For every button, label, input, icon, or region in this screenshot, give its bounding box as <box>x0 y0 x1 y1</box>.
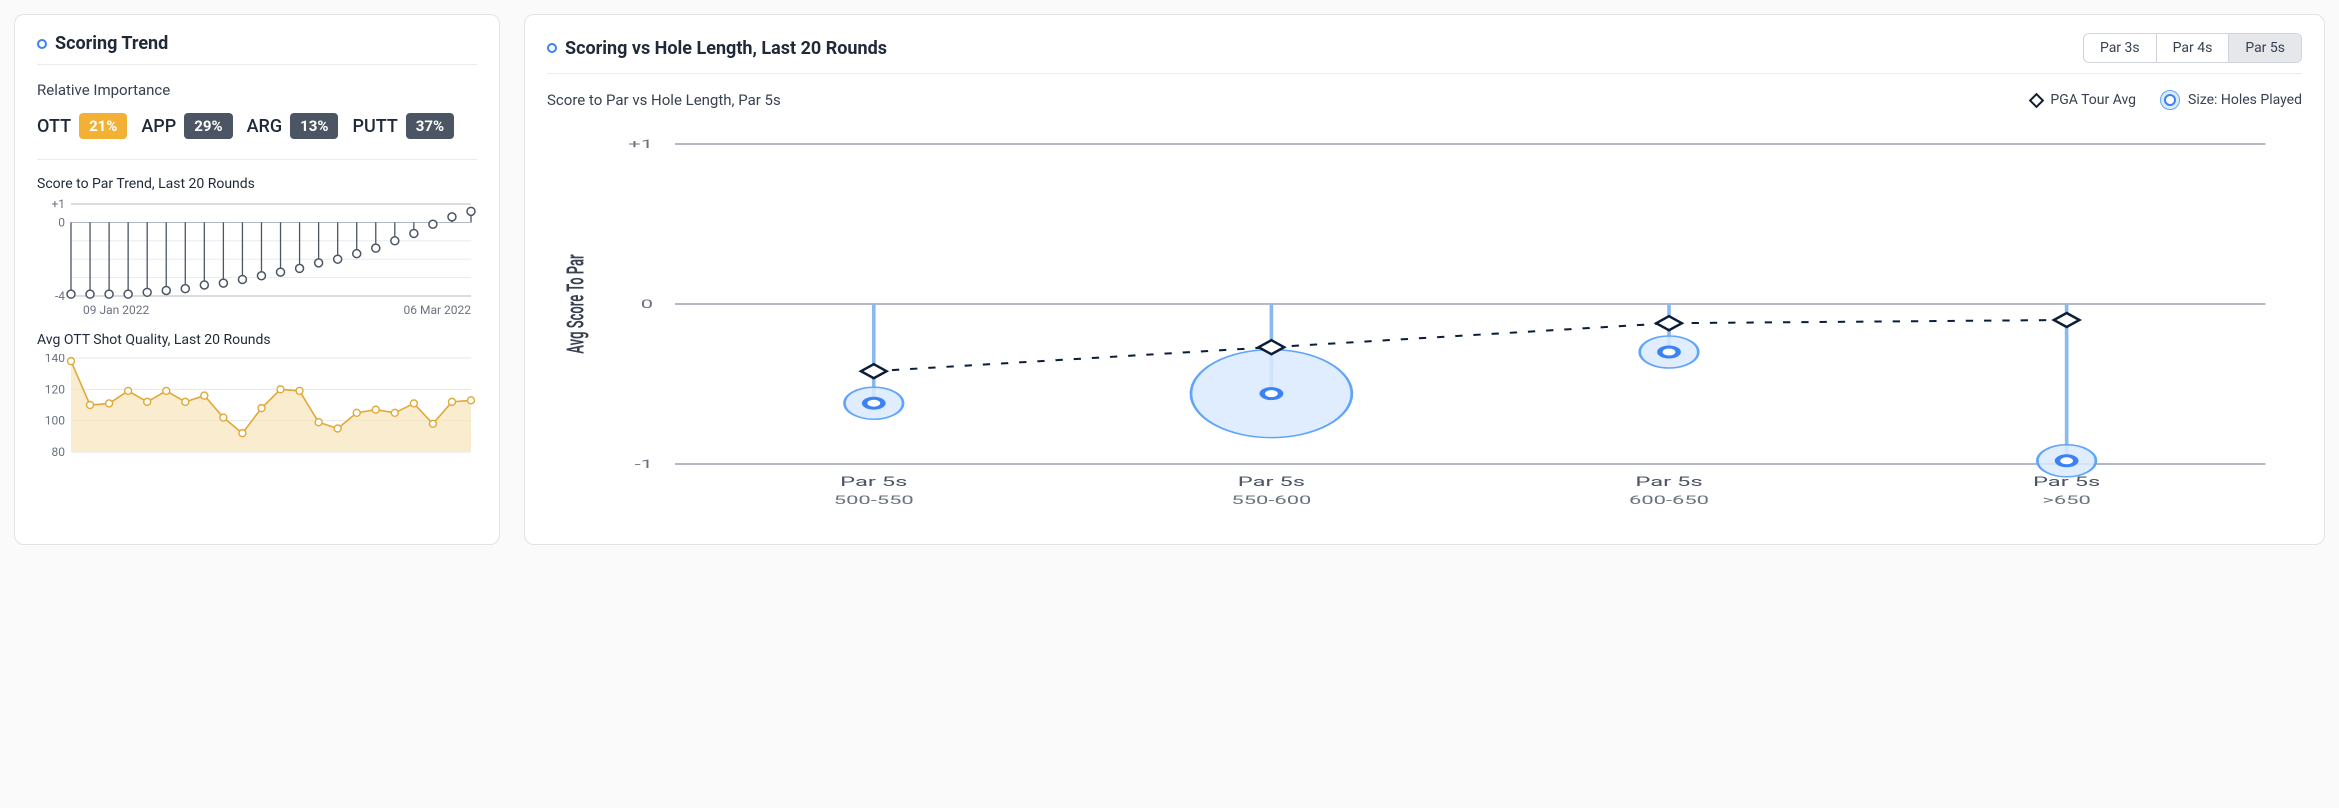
importance-item: PUTT 37% <box>352 113 454 139</box>
svg-text:06 Mar 2022: 06 Mar 2022 <box>404 303 472 317</box>
importance-badge: 29% <box>184 113 232 139</box>
bubble-icon <box>2160 90 2180 110</box>
scoring-vs-length-card: Scoring vs Hole Length, Last 20 Rounds P… <box>524 14 2325 545</box>
legend-items: PGA Tour Avg Size: Holes Played <box>2031 90 2302 110</box>
scoring-trend-card: Scoring Trend Relative Importance OTT 21%… <box>14 14 500 545</box>
importance-item: APP 29% <box>141 113 232 139</box>
svg-text:Par 5s: Par 5s <box>2033 474 2100 490</box>
divider <box>37 159 477 160</box>
svg-text:500-550: 500-550 <box>834 494 914 508</box>
svg-text:-4: -4 <box>55 289 65 303</box>
importance-badge: 21% <box>79 113 127 139</box>
svg-text:120: 120 <box>45 382 65 396</box>
svg-text:100: 100 <box>45 414 65 428</box>
card-header: Scoring Trend <box>37 33 477 54</box>
svg-text:09 Jan 2022: 09 Jan 2022 <box>83 303 149 317</box>
relative-importance-label: Relative Importance <box>37 81 477 99</box>
bullet-icon <box>547 43 557 53</box>
ott-trend-chart: 140 120 100 80 <box>37 354 477 464</box>
divider <box>547 73 2302 74</box>
importance-badge: 13% <box>290 113 338 139</box>
score-vs-length-chart: +1 0 -1 Avg Score To Par Par 5s 500-550 Par 5s… <box>547 124 2302 524</box>
svg-text:80: 80 <box>52 445 66 459</box>
importance-label: APP <box>141 116 176 137</box>
svg-text:+1: +1 <box>628 138 653 152</box>
ott-trend-title: Avg OTT Shot Quality, Last 20 Rounds <box>37 332 477 348</box>
card-header: Scoring vs Hole Length, Last 20 Rounds P… <box>547 33 2302 63</box>
svg-text:+1: +1 <box>51 198 65 211</box>
legend-row: Score to Par vs Hole Length, Par 5s PGA … <box>547 90 2302 110</box>
importance-label: PUTT <box>352 116 397 137</box>
card-title: Scoring Trend <box>55 33 168 54</box>
svg-text:>650: >650 <box>2042 494 2090 508</box>
svg-text:Par 5s: Par 5s <box>1238 474 1305 490</box>
svg-text:0: 0 <box>641 298 653 312</box>
dashboard: Scoring Trend Relative Importance OTT 21%… <box>14 14 2325 545</box>
tab-par-4s[interactable]: Par 4s <box>2157 34 2230 62</box>
diamond-icon <box>2029 92 2045 108</box>
importance-item: OTT 21% <box>37 113 127 139</box>
legend-label: Size: Holes Played <box>2188 92 2302 108</box>
par-tabs: Par 3sPar 4sPar 5s <box>2083 33 2302 63</box>
divider <box>37 64 477 65</box>
score-trend-chart: +1 0 -4 09 Jan 2022 06 Mar 2022 <box>37 198 477 318</box>
importance-label: OTT <box>37 116 71 137</box>
svg-text:-1: -1 <box>635 458 653 472</box>
importance-item: ARG 13% <box>247 113 339 139</box>
bullet-icon <box>37 39 47 49</box>
svg-text:140: 140 <box>45 354 65 365</box>
chart-subtitle: Score to Par vs Hole Length, Par 5s <box>547 91 781 109</box>
svg-text:0: 0 <box>58 215 65 229</box>
importance-label: ARG <box>247 116 283 137</box>
legend-size: Size: Holes Played <box>2160 90 2302 110</box>
svg-text:Par 5s: Par 5s <box>1635 474 1702 490</box>
score-trend-title: Score to Par Trend, Last 20 Rounds <box>37 176 477 192</box>
importance-badge: 37% <box>406 113 454 139</box>
svg-text:Avg Score To Par: Avg Score To Par <box>561 254 590 353</box>
svg-text:Par 5s: Par 5s <box>840 474 907 490</box>
tab-par-5s[interactable]: Par 5s <box>2229 34 2301 62</box>
legend-pga-avg: PGA Tour Avg <box>2031 92 2136 108</box>
card-title: Scoring vs Hole Length, Last 20 Rounds <box>565 38 887 59</box>
legend-label: PGA Tour Avg <box>2050 92 2136 108</box>
tab-par-3s[interactable]: Par 3s <box>2084 34 2157 62</box>
importance-row: OTT 21% APP 29% ARG 13% PUTT 37% <box>37 113 477 139</box>
svg-text:550-600: 550-600 <box>1231 494 1311 508</box>
svg-text:600-650: 600-650 <box>1629 494 1709 508</box>
